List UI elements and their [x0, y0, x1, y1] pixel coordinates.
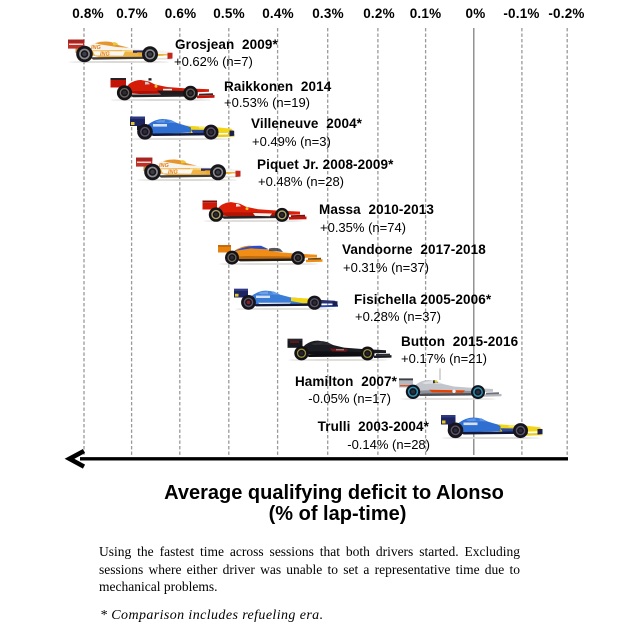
svg-text:ING: ING	[91, 45, 102, 51]
svg-text:ING: ING	[100, 51, 111, 57]
svg-text:ING: ING	[159, 163, 170, 169]
svg-text:ING: ING	[168, 169, 179, 175]
